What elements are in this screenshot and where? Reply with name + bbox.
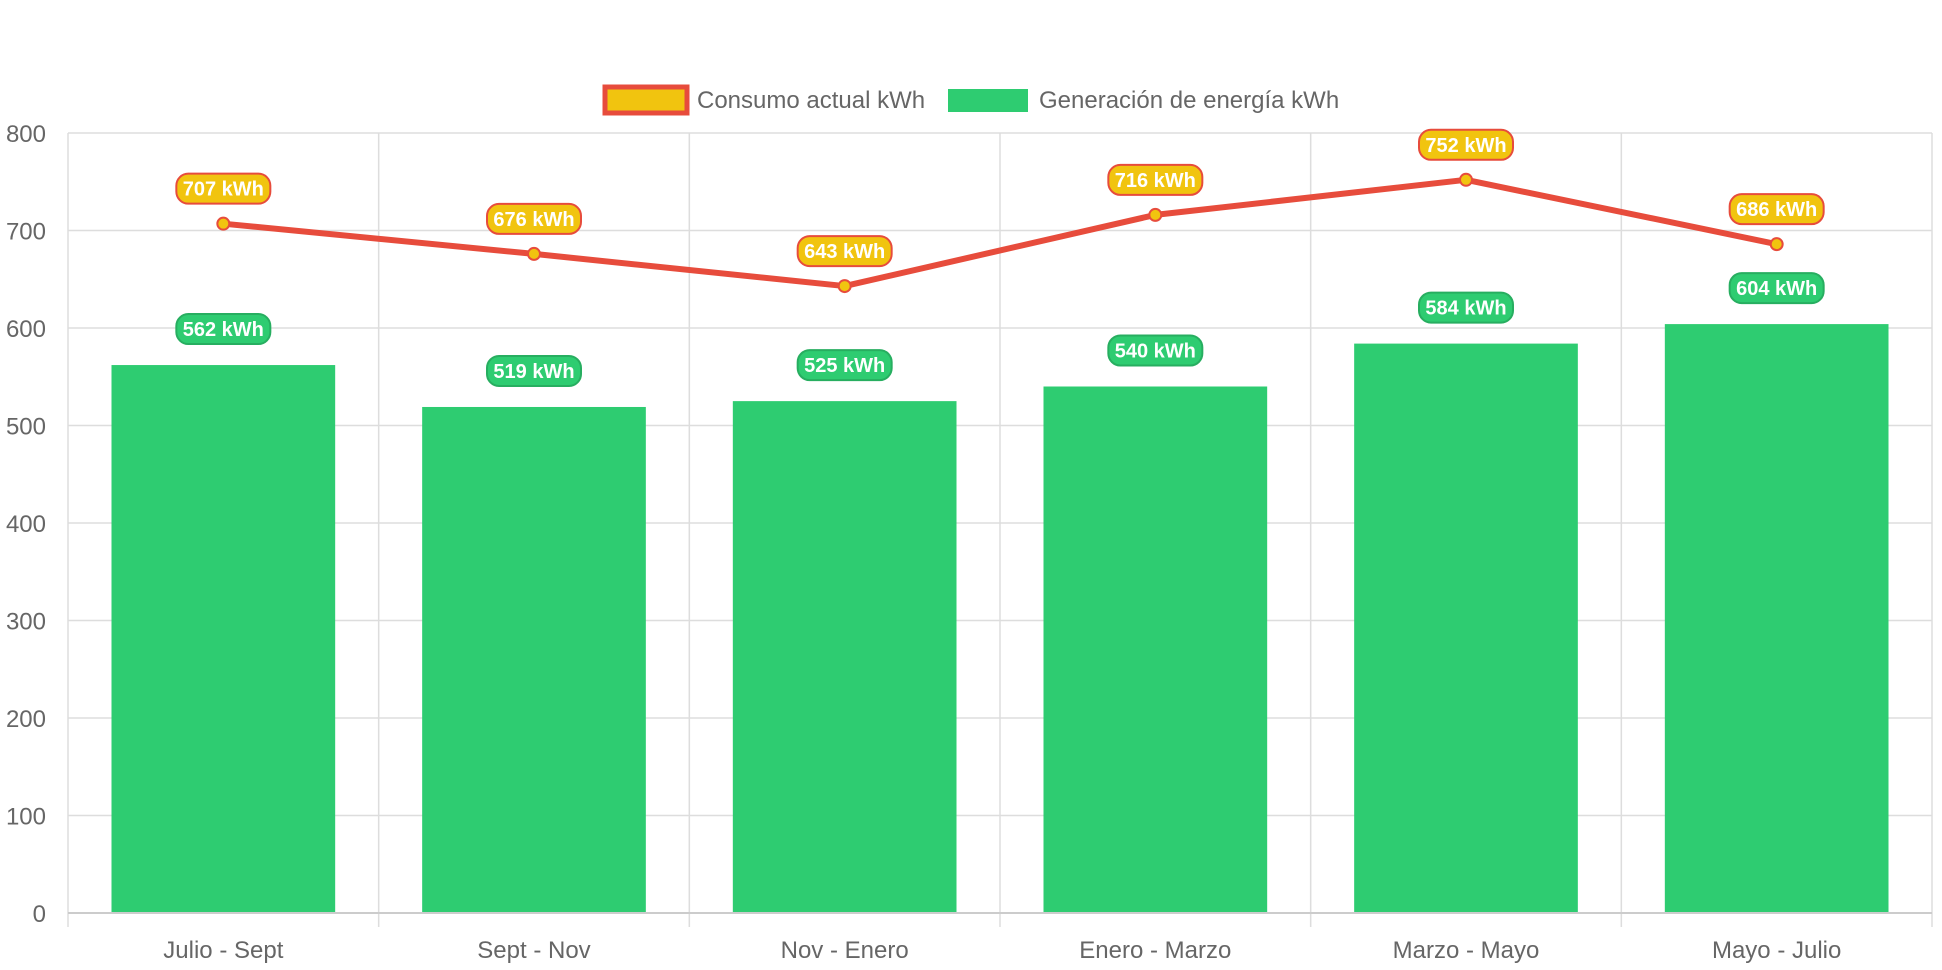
bar-value-label-text: 604 kWh [1736,278,1817,300]
bar-value-label: 540 kWh [1107,334,1204,367]
bar-value-label-bg [1418,291,1514,324]
x-tick-label: Mayo - Julio [1712,937,1841,964]
line-value-label-bg [1728,193,1825,226]
bar-value-label-text: 540 kWh [1115,341,1196,363]
line-value-label: 643 kWh [796,235,893,268]
grid [67,132,1933,927]
line-value-label-text: 676 kWh [493,209,574,231]
y-tick-label: 800 [6,121,46,148]
bar-value-label-bg [1107,334,1204,367]
bar-value-label-text: 519 kWh [493,361,574,383]
y-tick-label: 100 [6,804,46,831]
legend-label-generacion: Generación de energía kWh [1039,87,1339,114]
line-value-label: 686 kWh [1728,193,1825,226]
x-tick-label: Julio - Sept [163,937,283,964]
legend-swatch-consumo [602,84,690,116]
axes: 0 100 200 300 400 500 600 700 800 Julio - Sept Sep… [6,121,1932,964]
line-point[interactable] [1769,237,1784,252]
line-point[interactable] [216,216,231,231]
bar[interactable] [422,406,646,913]
y-tick-label: 600 [6,316,46,343]
line-value-label-bg [796,235,893,268]
bar[interactable] [1043,386,1268,914]
bar[interactable] [1354,343,1578,914]
bar-value-label-bg [175,313,272,346]
x-tick-label: Sept - Nov [477,937,590,964]
legend-label-consumo: Consumo actual kWh [697,87,925,114]
bar-value-label: 584 kWh [1418,291,1514,324]
legend-item-consumo[interactable]: Consumo actual kWh [602,84,925,116]
bar-value-label-text: 562 kWh [183,319,264,341]
bars [111,324,1889,914]
x-tick-label: Nov - Enero [781,937,909,964]
legend[interactable]: Consumo actual kWh Generación de energía… [602,84,1339,116]
legend-item-generacion[interactable]: Generación de energía kWh [948,87,1339,114]
line-point[interactable] [1148,207,1163,222]
y-tick-label: 700 [6,219,46,246]
bar[interactable] [111,365,336,913]
line-value-label-bg [175,172,272,205]
line-point[interactable] [1459,172,1473,187]
line-value-label-text: 707 kWh [183,179,264,201]
x-tick-label: Enero - Marzo [1079,937,1231,964]
line-value-label: 676 kWh [486,202,582,235]
line-value-label-bg [1107,163,1204,196]
bar-value-label-text: 584 kWh [1425,298,1506,320]
line-value-label: 707 kWh [175,172,272,205]
line-value-label-text: 686 kWh [1736,199,1817,221]
bar-value-label: 562 kWh [175,313,272,346]
y-tick-label: 400 [6,511,46,538]
y-tick-label: 500 [6,414,46,441]
bar-value-label-bg [796,349,893,382]
line-value-label-text: 716 kWh [1115,170,1196,192]
data-labels: 562 kWh 519 kWh 525 kWh 540 kWh 584 kWh 604 k… [175,128,1825,387]
y-tick-label: 0 [33,901,46,928]
line-point[interactable] [527,246,541,261]
bar[interactable] [1664,324,1889,914]
bar-value-label-bg [486,354,582,387]
bar-value-label: 604 kWh [1728,272,1825,305]
line-value-label: 752 kWh [1418,128,1514,161]
line-value-label-text: 752 kWh [1425,135,1506,157]
line-value-label-bg [486,202,582,235]
bar-value-label: 525 kWh [796,349,893,382]
line-value-label: 716 kWh [1107,163,1204,196]
y-tick-label: 300 [6,609,46,636]
bar-value-label: 519 kWh [486,354,582,387]
legend-swatch-generacion [948,89,1028,112]
consumption-line [216,172,1784,294]
line-value-label-text: 643 kWh [804,241,885,263]
line-point[interactable] [837,279,852,294]
bar-value-label-bg [1728,272,1825,305]
line-value-label-bg [1418,128,1514,161]
line-series-path [223,176,1778,290]
x-tick-label: Marzo - Mayo [1393,937,1540,964]
bar[interactable] [732,401,957,913]
y-tick-label: 200 [6,706,46,733]
bar-value-label-text: 525 kWh [804,355,885,377]
